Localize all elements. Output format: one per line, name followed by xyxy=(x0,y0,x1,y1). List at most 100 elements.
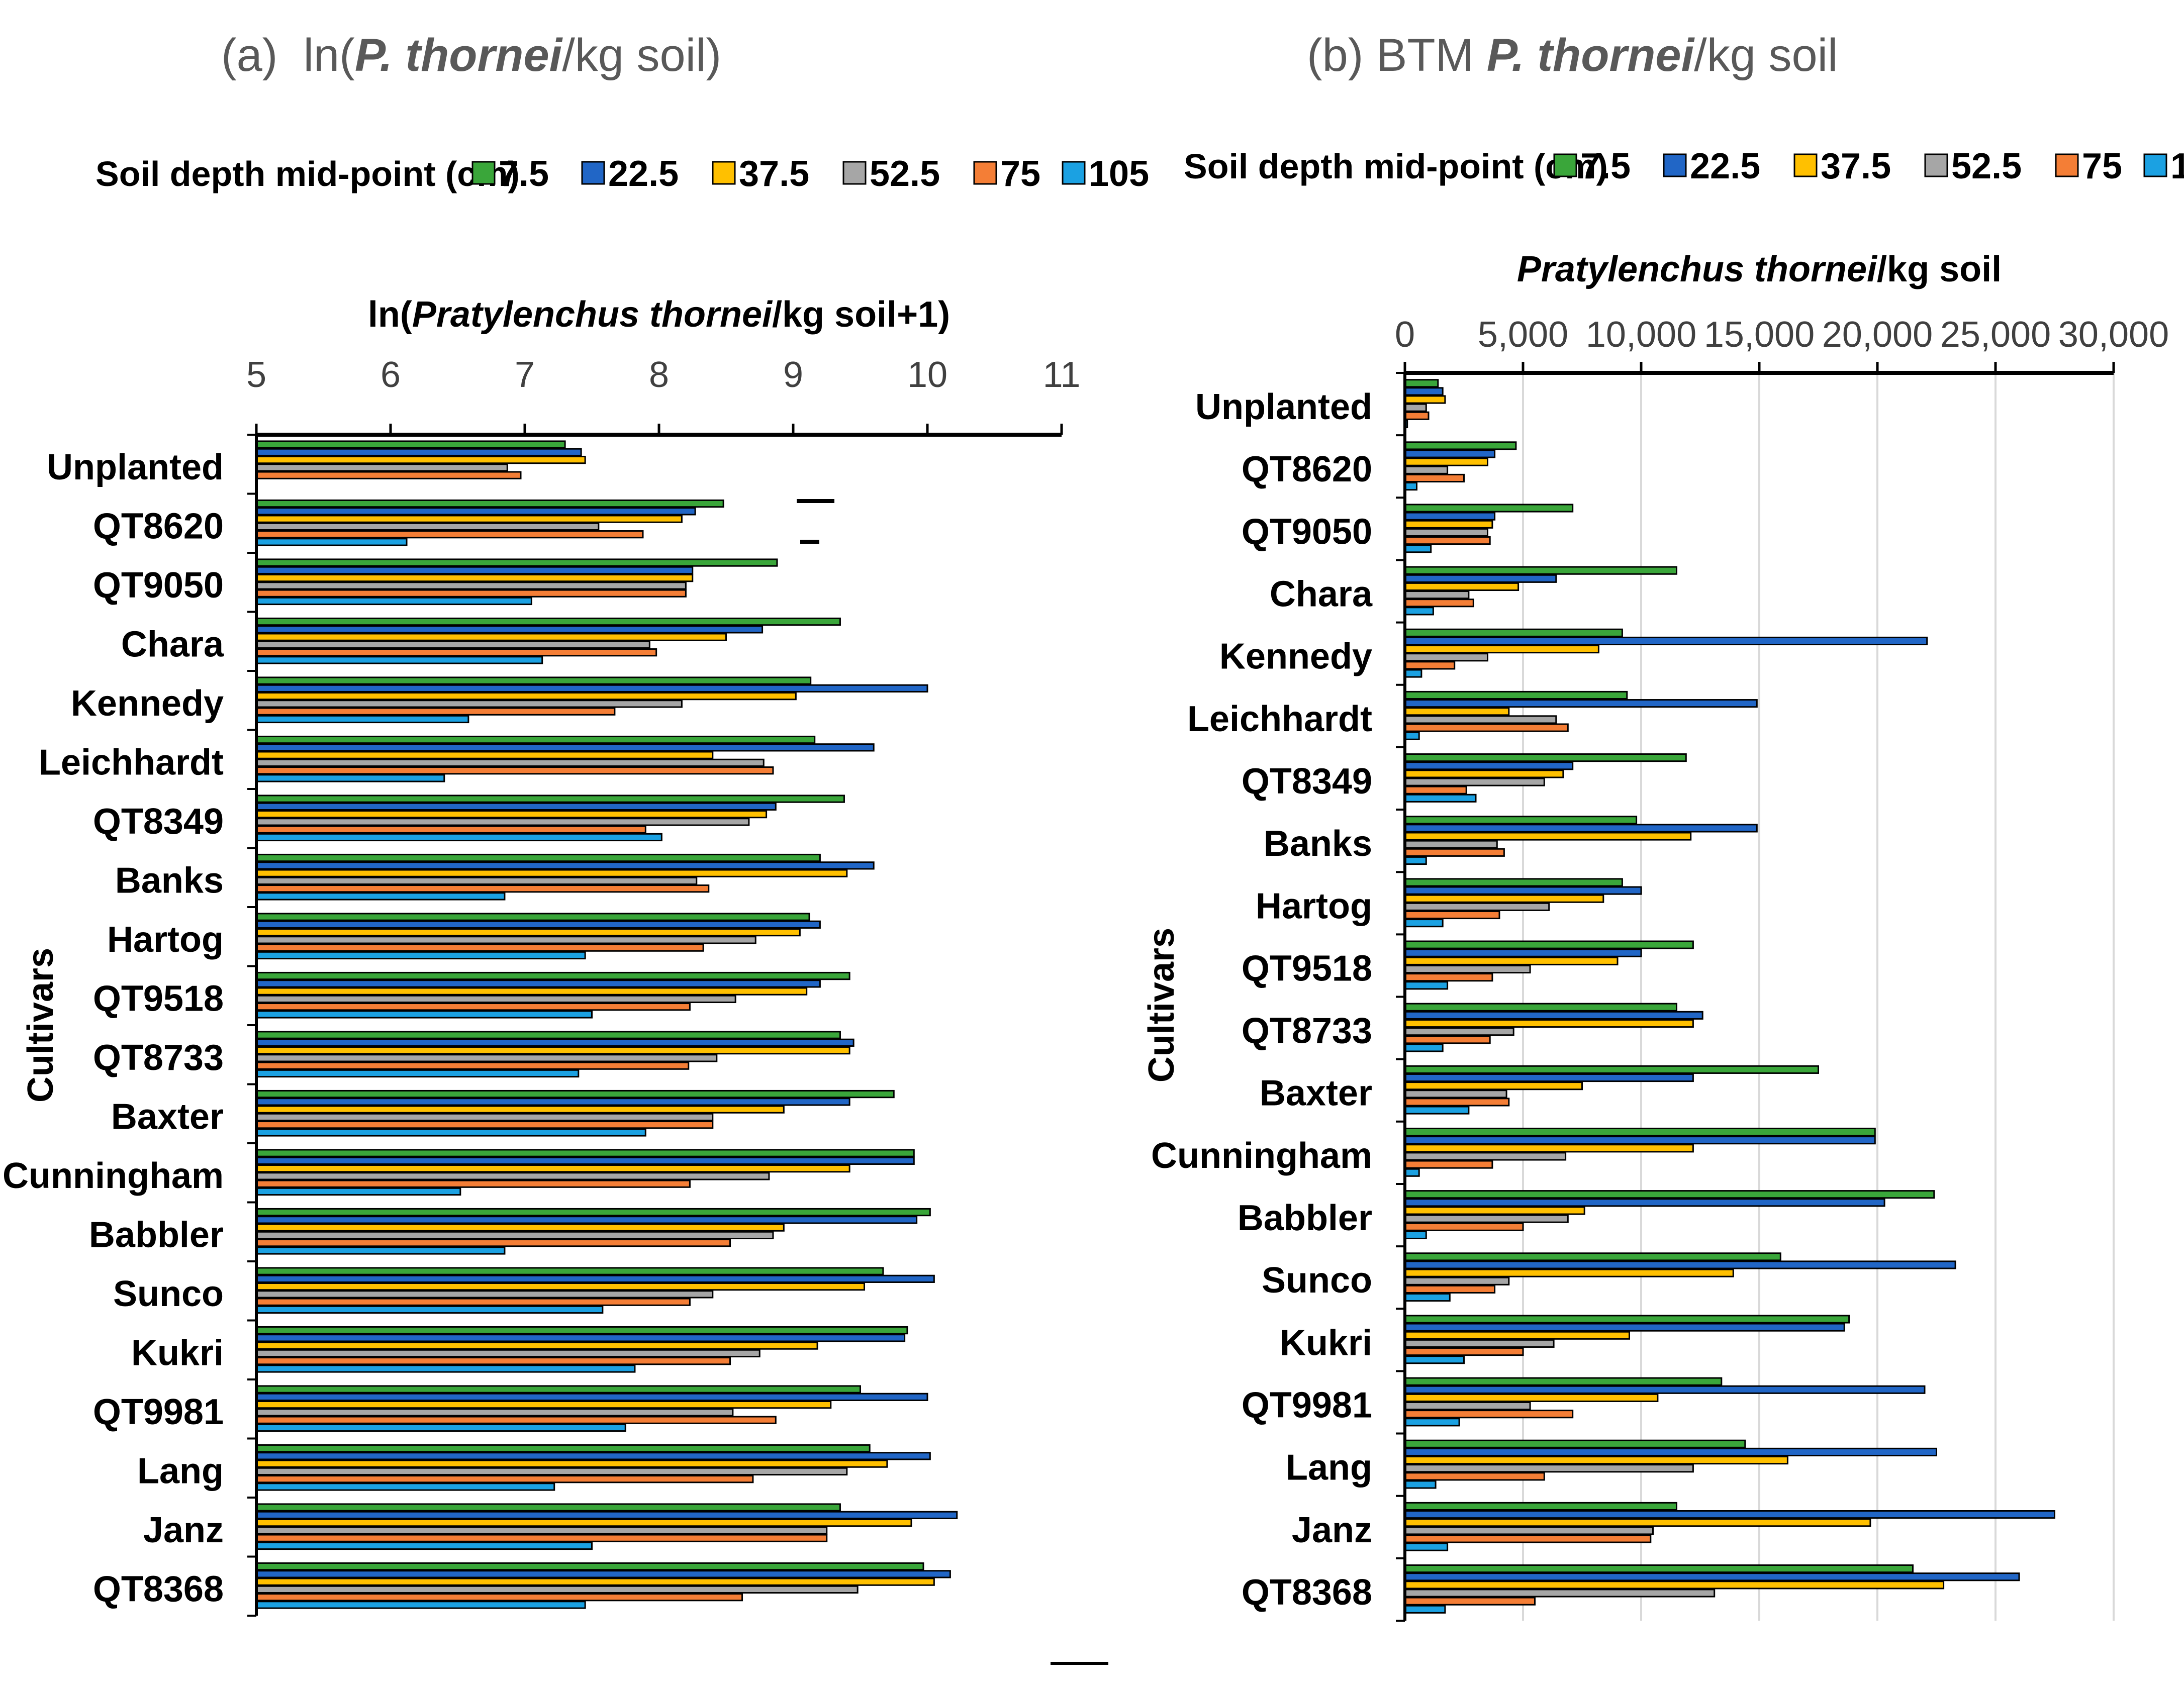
bar-22_5-Hartog xyxy=(1404,886,1642,895)
bar-105-QT8620 xyxy=(255,538,408,546)
bar-7_5-QT8733 xyxy=(1404,1003,1677,1012)
bar-75-Hartog xyxy=(255,943,704,952)
bar-22_5-Cunningham xyxy=(1404,1136,1876,1145)
bar-22_5-Lang xyxy=(1404,1447,1937,1456)
category-label: Baxter xyxy=(111,1097,224,1137)
bar-37_5-Chara xyxy=(1404,582,1520,591)
x-axis-title-part: Pratylenchus thornei xyxy=(1517,249,1878,289)
x-axis-title: Pratylenchus thornei/kg soil xyxy=(1517,249,2002,289)
bar-52_5-QT8620 xyxy=(255,522,600,531)
bar-7_5-Babbler xyxy=(1404,1190,1935,1199)
bar-7_5-Baxter xyxy=(255,1090,895,1099)
bar-22_5-QT8620 xyxy=(255,507,696,516)
bar-7_5-QT9518 xyxy=(255,971,850,980)
category-label: QT9518 xyxy=(1242,948,1372,988)
x-axis-title-part: /kg soil xyxy=(1877,249,2002,289)
bar-105-QT8349 xyxy=(255,833,662,842)
legend-title: Soil depth mid-point (cm) xyxy=(96,154,520,193)
category-label: Janz xyxy=(1292,1510,1372,1550)
bar-22_5-Babbler xyxy=(1404,1198,1885,1207)
bar-75-Lang xyxy=(1404,1472,1545,1481)
category-label: Cunningham xyxy=(3,1156,224,1196)
category-label: Babbler xyxy=(1238,1198,1372,1238)
bar-75-Cunningham xyxy=(255,1179,691,1188)
category-label: Cunningham xyxy=(1151,1136,1372,1176)
bar-37_5-QT8620 xyxy=(1404,457,1488,466)
bar-7_5-QT8349 xyxy=(1404,753,1687,762)
bar-7_5-Banks xyxy=(1404,816,1638,825)
bar-52_5-Chara xyxy=(255,640,650,649)
bar-52_5-Cunningham xyxy=(1404,1152,1567,1161)
category-label: QT8620 xyxy=(93,506,224,546)
bar-75-QT9050 xyxy=(255,589,687,598)
bar-37_5-QT9981 xyxy=(1404,1393,1659,1402)
category-label: QT9050 xyxy=(1242,512,1372,552)
bar-7_5-Lang xyxy=(255,1444,871,1453)
bar-75-Babbler xyxy=(255,1239,731,1247)
bar-22_5-QT9518 xyxy=(255,979,821,988)
legend-swatch-75 xyxy=(973,161,997,185)
bar-52_5-Unplanted xyxy=(255,463,508,472)
bar-75-QT9518 xyxy=(1404,973,1493,982)
bar-7_5-Hartog xyxy=(1404,878,1623,887)
x-tick-label: 8 xyxy=(649,355,669,395)
bar-105-Chara xyxy=(1404,607,1434,616)
bar-37_5-Kennedy xyxy=(255,691,797,701)
bar-22_5-Unplanted xyxy=(255,448,582,456)
bar-22_5-QT9050 xyxy=(255,566,694,574)
bar-52_5-Banks xyxy=(1404,840,1498,849)
bar-7_5-Sunco xyxy=(1404,1252,1781,1261)
legend-label-52_5: 52.5 xyxy=(870,154,940,194)
bar-22_5-Sunco xyxy=(1404,1260,1956,1269)
bar-22_5-Baxter xyxy=(255,1098,850,1106)
bar-105-Baxter xyxy=(255,1128,646,1137)
legend-label-75: 75 xyxy=(1000,154,1040,194)
bar-7_5-Banks xyxy=(255,853,821,862)
bar-105-Janz xyxy=(255,1541,593,1550)
bar-22_5-QT8349 xyxy=(255,802,777,811)
bar-75-QT9050 xyxy=(1404,536,1491,545)
bar-7_5-Lang xyxy=(1404,1439,1746,1448)
bar-75-QT8733 xyxy=(1404,1035,1491,1044)
bar-22_5-QT8733 xyxy=(255,1038,854,1047)
bar-22_5-Kennedy xyxy=(1404,636,1928,646)
bar-37_5-Unplanted xyxy=(1404,395,1446,404)
legend-swatch-105 xyxy=(2143,153,2167,177)
bar-22_5-Kukri xyxy=(255,1334,906,1342)
bar-37_5-QT8620 xyxy=(255,515,683,523)
bar-75-Janz xyxy=(255,1534,828,1542)
bar-37_5-QT8349 xyxy=(255,810,768,819)
y-axis-title: Cultivars xyxy=(1142,928,1182,1082)
bar-22_5-Leichhardt xyxy=(1404,699,1758,708)
bar-37_5-Lang xyxy=(255,1459,888,1468)
x-axis-title: ln(Pratylenchus thornei/kg soil+1) xyxy=(368,294,950,335)
legend-swatch-75 xyxy=(2055,153,2079,177)
bar-22_5-QT9981 xyxy=(255,1393,928,1401)
category-label: Banks xyxy=(1264,824,1372,864)
panel-b: Unplanted QT8620 QT9050 Chara Kennedy Leichha… xyxy=(1142,146,2184,1622)
bar-22_5-Baxter xyxy=(1404,1073,1694,1082)
bar-22_5-Kukri xyxy=(1404,1323,1845,1332)
bar-37_5-Leichhardt xyxy=(255,751,714,759)
bar-37_5-QT9518 xyxy=(1404,956,1619,965)
bar-52_5-Unplanted xyxy=(1404,403,1427,412)
category-label: QT9981 xyxy=(1242,1385,1372,1425)
bar-75-QT8620 xyxy=(1404,473,1465,483)
bar-7_5-QT8620 xyxy=(255,499,724,508)
bar-22_5-Banks xyxy=(1404,824,1758,833)
bar-7_5-Hartog xyxy=(255,913,810,921)
category-label: QT8733 xyxy=(93,1038,224,1078)
legend-swatch-7_5 xyxy=(1553,153,1577,177)
category-label: QT9050 xyxy=(93,565,224,606)
bar-37_5-Hartog xyxy=(255,928,801,937)
bar-75-Kukri xyxy=(255,1357,731,1365)
legend-label-22_5: 22.5 xyxy=(1690,146,1760,186)
bar-105-QT8349 xyxy=(1404,794,1477,803)
bar-52_5-QT8349 xyxy=(255,818,750,826)
bar-75-QT8368 xyxy=(255,1593,743,1602)
bar-105-Babbler xyxy=(1404,1230,1427,1239)
bar-75-Banks xyxy=(1404,848,1505,857)
bar-105-Kukri xyxy=(1404,1355,1465,1364)
bar-75-QT8620 xyxy=(255,530,644,539)
category-label: Kennedy xyxy=(71,683,224,724)
